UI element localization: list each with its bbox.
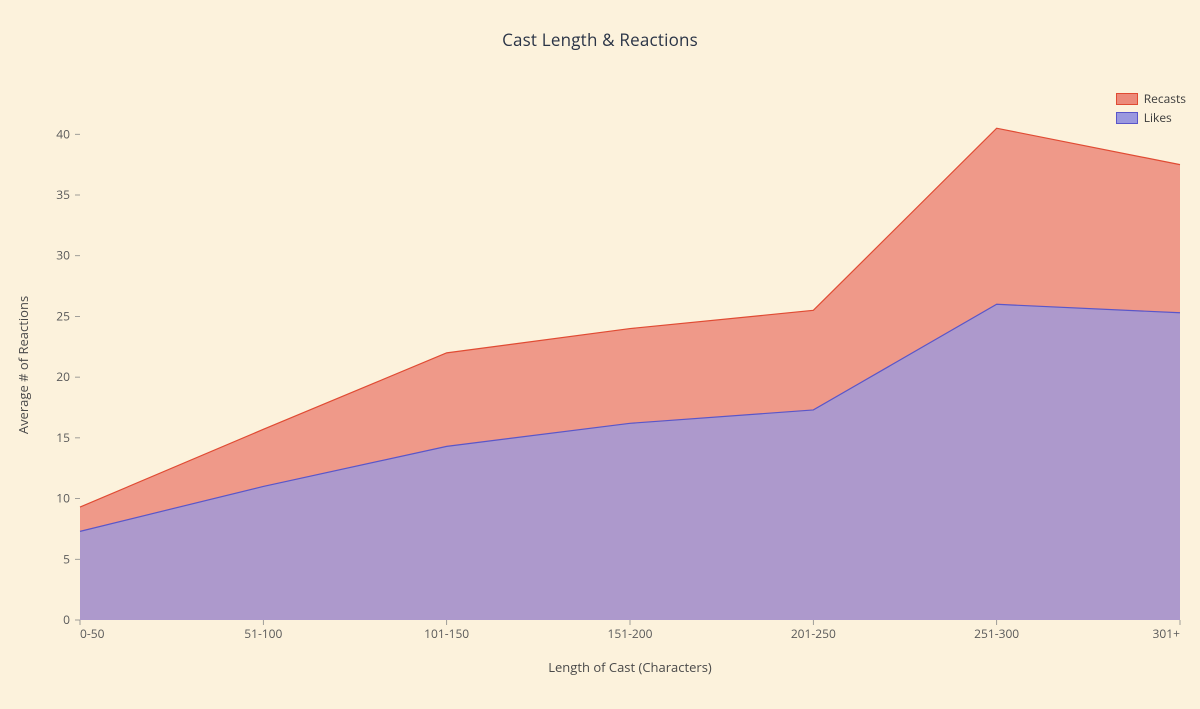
x-tick-label: 301+ [1153, 625, 1181, 642]
legend-item-recasts: Recasts [1116, 90, 1186, 107]
y-tick-label: 15 [56, 429, 70, 446]
y-tick-label: 0 [63, 611, 70, 628]
x-tick-label: 151-200 [607, 625, 652, 642]
area-chart-svg: 0 5 10 15 20 25 30 35 40 0-50 51-100 101-150 151-200… [0, 0, 1200, 704]
y-axis-label: Average # of Reactions [14, 296, 32, 434]
chart-container: 0 5 10 15 20 25 30 35 40 0-50 51-100 101-150 151-200… [0, 0, 1200, 704]
y-tick-label: 20 [56, 368, 70, 385]
legend-label: Likes [1144, 109, 1172, 126]
x-axis-label: Length of Cast (Characters) [548, 658, 712, 676]
y-tick-label: 10 [56, 490, 70, 507]
legend-swatch-likes [1116, 112, 1138, 124]
legend-item-likes: Likes [1116, 109, 1186, 126]
x-tick-label: 251-300 [974, 625, 1019, 642]
legend-label: Recasts [1144, 90, 1186, 107]
x-tick-label: 51-100 [244, 625, 282, 642]
y-tick-label: 5 [63, 550, 70, 567]
y-tick-label: 30 [56, 247, 70, 264]
x-tick-label: 101-150 [424, 625, 469, 642]
legend: Recasts Likes [1116, 90, 1186, 128]
x-tick-label: 201-250 [791, 625, 836, 642]
y-tick-label: 25 [56, 307, 70, 324]
y-tick-label: 40 [56, 125, 70, 142]
x-tick-label: 0-50 [80, 625, 105, 642]
legend-swatch-recasts [1116, 93, 1138, 105]
y-tick-label: 35 [56, 186, 70, 203]
